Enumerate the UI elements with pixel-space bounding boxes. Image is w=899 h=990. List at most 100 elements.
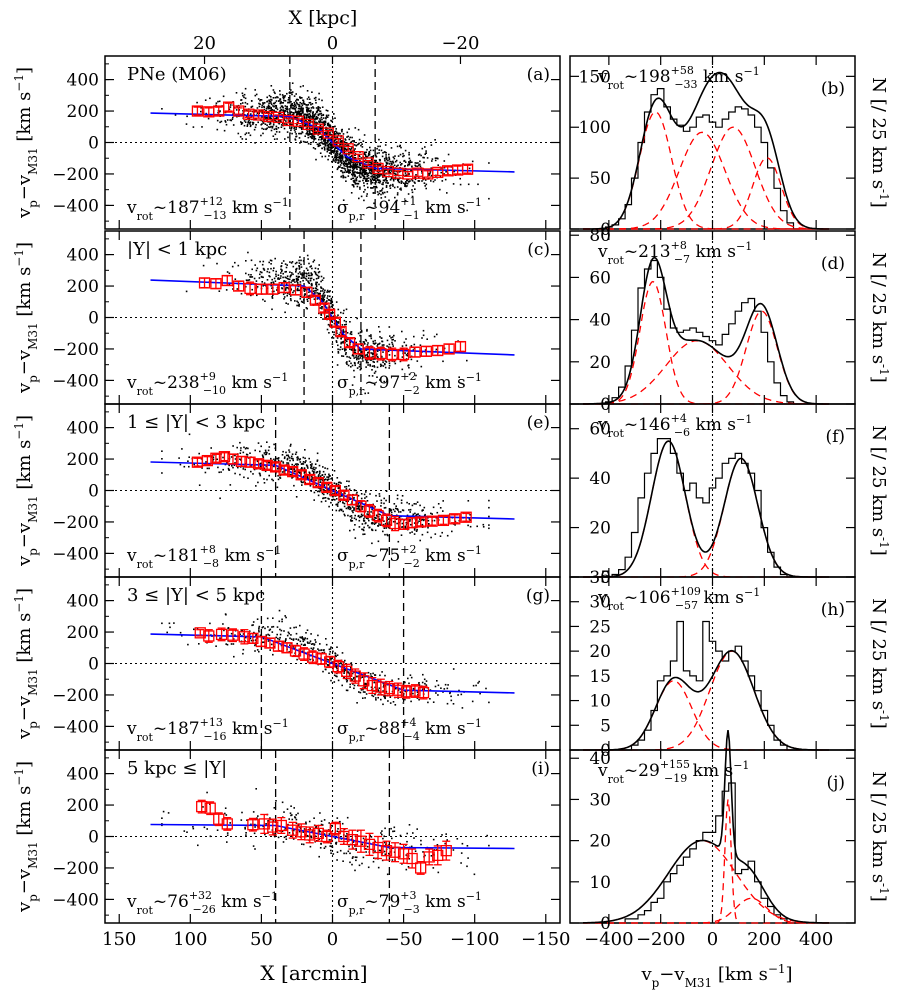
point bbox=[314, 131, 317, 134]
point bbox=[243, 93, 246, 96]
point bbox=[280, 101, 282, 104]
point bbox=[312, 647, 315, 649]
point bbox=[312, 287, 315, 290]
point bbox=[266, 279, 269, 281]
point bbox=[374, 522, 376, 524]
point bbox=[335, 330, 338, 332]
point bbox=[362, 688, 364, 691]
point bbox=[358, 164, 361, 166]
point bbox=[415, 530, 418, 532]
point bbox=[320, 112, 323, 115]
point bbox=[367, 154, 370, 156]
binned-point bbox=[432, 344, 444, 357]
point bbox=[271, 631, 274, 633]
point bbox=[342, 156, 344, 159]
y-tick-label: 0 bbox=[88, 134, 99, 154]
point bbox=[351, 177, 354, 180]
point bbox=[360, 195, 363, 198]
point bbox=[250, 106, 253, 108]
point bbox=[407, 364, 410, 366]
point bbox=[381, 155, 384, 158]
point bbox=[300, 102, 303, 105]
point bbox=[417, 162, 419, 164]
point bbox=[388, 362, 391, 365]
point bbox=[355, 144, 358, 147]
point bbox=[351, 517, 353, 519]
point bbox=[290, 262, 293, 264]
point bbox=[388, 157, 391, 160]
binned-point bbox=[454, 340, 467, 353]
point bbox=[302, 456, 305, 459]
point bbox=[411, 180, 414, 182]
point bbox=[361, 514, 364, 517]
point bbox=[278, 638, 281, 641]
point bbox=[293, 112, 295, 114]
point bbox=[255, 485, 257, 487]
point bbox=[362, 691, 365, 693]
point bbox=[242, 468, 245, 470]
point bbox=[223, 629, 225, 632]
point bbox=[313, 138, 315, 140]
point bbox=[337, 491, 339, 493]
point bbox=[328, 291, 331, 293]
point bbox=[299, 132, 301, 135]
point bbox=[268, 107, 271, 110]
point bbox=[228, 464, 230, 467]
point bbox=[343, 319, 346, 322]
point bbox=[363, 171, 366, 174]
point bbox=[318, 275, 320, 278]
point bbox=[314, 99, 317, 102]
point bbox=[320, 500, 323, 503]
point bbox=[279, 107, 282, 109]
point bbox=[286, 462, 288, 464]
point bbox=[359, 176, 362, 179]
point bbox=[273, 128, 276, 131]
point bbox=[390, 337, 392, 339]
point bbox=[311, 476, 314, 479]
point bbox=[325, 133, 328, 136]
point bbox=[413, 503, 416, 505]
point bbox=[255, 124, 257, 126]
point bbox=[488, 499, 490, 502]
point bbox=[340, 482, 342, 484]
binned-point bbox=[191, 105, 204, 117]
point bbox=[339, 164, 342, 166]
point bbox=[281, 94, 284, 96]
point bbox=[372, 149, 375, 152]
point bbox=[360, 497, 363, 500]
point bbox=[406, 182, 409, 185]
point bbox=[439, 188, 441, 191]
point bbox=[351, 173, 353, 176]
point bbox=[338, 153, 341, 155]
point bbox=[358, 197, 360, 200]
point bbox=[258, 110, 261, 112]
point bbox=[399, 691, 402, 693]
point bbox=[290, 89, 292, 91]
point bbox=[300, 114, 303, 116]
point bbox=[391, 160, 393, 163]
point bbox=[353, 171, 355, 174]
point bbox=[350, 519, 352, 521]
point bbox=[284, 615, 286, 617]
point bbox=[363, 493, 366, 496]
point bbox=[382, 690, 384, 692]
point bbox=[161, 458, 163, 460]
point bbox=[321, 492, 324, 495]
point bbox=[317, 134, 319, 136]
point bbox=[229, 484, 232, 486]
point bbox=[320, 313, 322, 316]
point bbox=[421, 180, 423, 182]
point bbox=[240, 123, 243, 125]
point bbox=[385, 181, 387, 184]
point bbox=[166, 631, 168, 634]
point bbox=[378, 513, 380, 515]
point bbox=[277, 457, 280, 459]
point bbox=[342, 510, 344, 513]
point bbox=[335, 509, 338, 512]
point bbox=[349, 136, 351, 139]
point bbox=[264, 117, 266, 119]
point bbox=[323, 124, 326, 127]
point bbox=[416, 360, 419, 362]
point bbox=[316, 288, 319, 291]
point bbox=[317, 106, 320, 108]
